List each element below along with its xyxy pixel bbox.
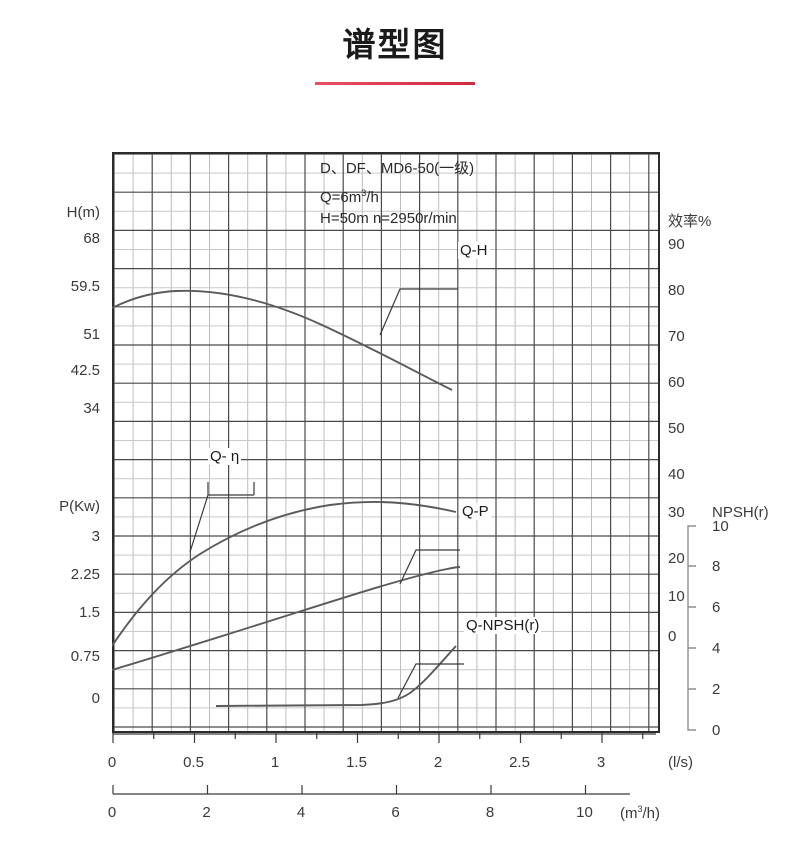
npsh-tick-0: 10 bbox=[712, 518, 729, 535]
page-title-block: 谱型图 bbox=[0, 24, 790, 85]
eff-tick-9: 0 bbox=[668, 628, 677, 645]
axis-title-power: P(Kw) bbox=[59, 498, 100, 515]
axis-title-npsh: NPSH(r) bbox=[712, 504, 769, 521]
x-secondary-tick-0: 0 bbox=[107, 804, 117, 821]
x-primary-tick-6: 3 bbox=[596, 754, 606, 771]
npsh-tick-2: 6 bbox=[712, 599, 721, 616]
eff-tick-1: 80 bbox=[668, 282, 685, 299]
callout-qeta: Q- η bbox=[208, 448, 242, 465]
eff-tick-6: 30 bbox=[668, 504, 685, 521]
x-primary-tick-2: 1 bbox=[270, 754, 280, 771]
power-tick-3: 0.75 bbox=[70, 648, 100, 665]
head-tick-1: 59.5 bbox=[70, 278, 100, 295]
x-secondary-unit: (m3/h) bbox=[620, 804, 661, 822]
power-tick-0: 3 bbox=[91, 528, 100, 545]
x-secondary-tick-5: 10 bbox=[576, 804, 593, 821]
head-tick-4: 34 bbox=[83, 400, 100, 417]
x-secondary-tick-1: 2 bbox=[202, 804, 211, 821]
npsh-axis-line bbox=[687, 525, 696, 731]
power-tick-2: 1.5 bbox=[79, 604, 100, 621]
head-tick-0: 68 bbox=[83, 230, 100, 247]
eff-tick-2: 70 bbox=[668, 328, 685, 345]
spec-flow: Q=6m3/h bbox=[320, 188, 379, 206]
eff-tick-5: 40 bbox=[668, 466, 685, 483]
eff-tick-4: 50 bbox=[668, 420, 685, 437]
x-primary-tick-4: 2 bbox=[433, 754, 443, 771]
head-tick-3: 42.5 bbox=[70, 362, 100, 379]
title-underline bbox=[315, 82, 475, 85]
power-tick-1: 2.25 bbox=[70, 566, 100, 583]
axis-title-efficiency: 效率% bbox=[668, 213, 712, 230]
x-axis-primary-ticks bbox=[112, 733, 656, 743]
eff-tick-3: 60 bbox=[668, 374, 685, 391]
eff-tick-0: 90 bbox=[668, 236, 685, 253]
x-secondary-tick-3: 6 bbox=[391, 804, 400, 821]
npsh-tick-5: 0 bbox=[712, 722, 721, 739]
npsh-tick-4: 2 bbox=[712, 681, 721, 698]
axis-title-head: H(m) bbox=[66, 204, 100, 221]
callout-qh: Q-H bbox=[458, 242, 490, 259]
eff-tick-8: 10 bbox=[668, 588, 685, 605]
eff-tick-7: 20 bbox=[668, 550, 685, 567]
power-tick-4: 0 bbox=[91, 690, 100, 707]
page-title: 谱型图 bbox=[342, 26, 448, 63]
x-axis-secondary-ticks bbox=[112, 785, 630, 795]
npsh-tick-1: 8 bbox=[712, 558, 721, 575]
callout-qnpsh: Q-NPSH(r) bbox=[464, 617, 542, 634]
performance-chart: D、DF、MD6-50(一级) Q=6m3/h H=50m n=2950r/mi… bbox=[0, 120, 790, 840]
head-tick-2: 51 bbox=[83, 326, 100, 343]
x-primary-tick-1: 0.5 bbox=[183, 754, 204, 771]
npsh-tick-3: 4 bbox=[712, 640, 721, 657]
plot-frame bbox=[112, 152, 660, 733]
callout-qp: Q-P bbox=[460, 503, 491, 520]
x-primary-tick-5: 2.5 bbox=[509, 754, 530, 771]
x-primary-unit: (l/s) bbox=[668, 754, 693, 771]
x-secondary-tick-2: 4 bbox=[296, 804, 306, 821]
x-secondary-tick-4: 8 bbox=[485, 804, 495, 821]
spec-model: D、DF、MD6-50(一级) bbox=[320, 160, 475, 177]
x-primary-tick-3: 1.5 bbox=[346, 754, 367, 771]
x-primary-tick-0: 0 bbox=[107, 754, 117, 771]
grid-lines bbox=[114, 154, 658, 731]
pump-spec: D、DF、MD6-50(一级) Q=6m3/h H=50m n=2950r/mi… bbox=[320, 156, 474, 231]
spec-head-speed: H=50m n=2950r/min bbox=[320, 210, 457, 227]
